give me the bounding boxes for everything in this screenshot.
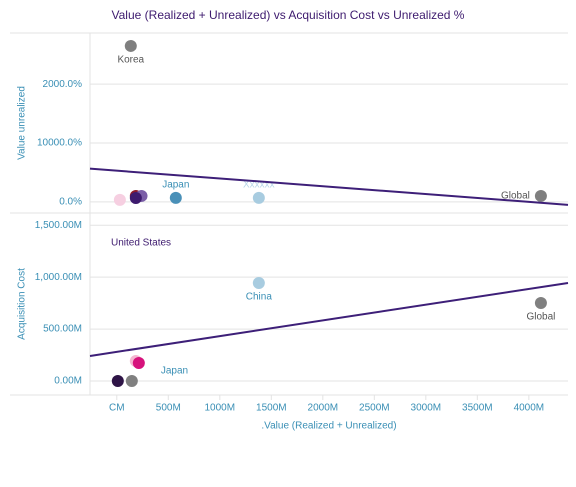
x-tick-label: 1000M xyxy=(205,403,236,414)
y-axis-title: Value unrealized xyxy=(17,86,28,160)
chart-title: Value (Realized + Unrealized) vs Acquisi… xyxy=(112,8,465,22)
point xyxy=(534,297,547,310)
point xyxy=(169,191,182,204)
y-tick-label: 1,500.00M xyxy=(35,220,82,231)
x-tick-label: 2000M xyxy=(308,403,339,414)
point-label: Japan xyxy=(161,366,188,377)
point xyxy=(113,193,126,206)
y-tick-label: 500.00M xyxy=(43,324,82,335)
trend-line xyxy=(89,167,569,206)
x-tick-label: 500M xyxy=(156,403,181,414)
point xyxy=(129,192,142,204)
point xyxy=(124,39,137,52)
y-tick-label: 0.0% xyxy=(59,196,82,207)
x-tick-label: CM xyxy=(109,403,125,414)
y-tick-label: 1,000.00M xyxy=(35,272,82,283)
x-tick-label: 3500M xyxy=(462,403,493,414)
point xyxy=(252,191,265,204)
y-tick-label: 10000.0% xyxy=(37,138,82,149)
point-label: Xxxxxx xyxy=(243,179,275,190)
point xyxy=(132,357,145,370)
annotation: United States xyxy=(111,238,171,249)
point-label: China xyxy=(246,292,273,303)
point-label: Global xyxy=(501,191,530,202)
point-label: Korea xyxy=(117,55,144,66)
point xyxy=(111,374,124,387)
point xyxy=(252,276,265,289)
x-tick-label: 4000M xyxy=(514,403,545,414)
y-axis-title: Acquisition Cost xyxy=(17,268,28,340)
x-tick-label: 2500M xyxy=(359,403,390,414)
trend-line xyxy=(89,281,569,357)
point-label: Global xyxy=(526,312,555,323)
x-tick-label: 1500M xyxy=(256,403,287,414)
point xyxy=(534,189,547,202)
point xyxy=(125,374,138,387)
y-tick-label: 2000.0% xyxy=(43,79,83,90)
x-axis-title: .Value (Realized + Unrealized) xyxy=(261,421,396,432)
x-tick-label: 3000M xyxy=(411,403,442,414)
point-label: Japan xyxy=(162,179,189,190)
y-tick-label: 0.00M xyxy=(54,376,82,387)
